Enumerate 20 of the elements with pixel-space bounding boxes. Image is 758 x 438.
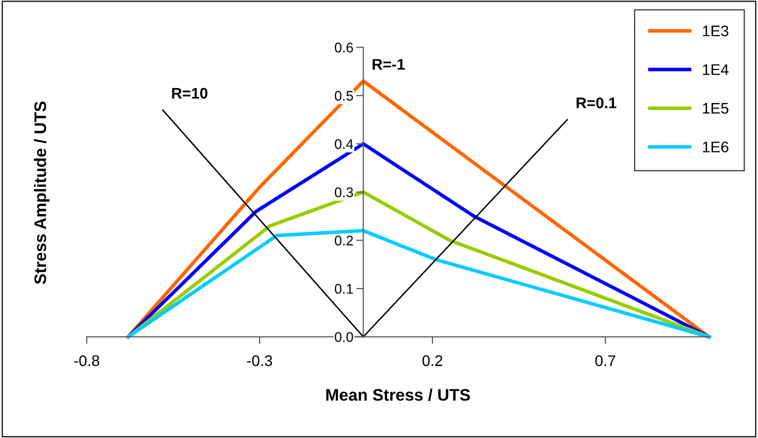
annotation: R=10 [172,88,208,99]
y-axis-title: Stress Amplitude / UTS [34,102,50,284]
y-tick-label: 0.6 [334,42,353,52]
annotation: R=-1 [372,59,405,70]
legend-label: 1E3 [703,26,728,36]
y-tick-label: 0.0 [334,332,354,342]
x-tick-label: -0.3 [247,355,272,366]
annotation: R=0.1 [576,98,616,108]
y-tick-label: 0.4 [334,139,354,149]
legend-label: 1E5 [703,103,728,114]
x-tick-label: 0.2 [422,355,442,366]
y-tick-label: 0.1 [334,284,353,294]
legend-label: 1E6 [703,142,728,152]
y-tick-label: 0.3 [334,187,353,198]
y-tick-label: 0.5 [334,90,353,101]
x-tick-label: -0.8 [74,355,100,366]
legend-label: 1E4 [703,64,729,75]
y-tick-label: 0.2 [334,236,353,246]
x-axis-title: Mean Stress / UTS [326,388,470,401]
x-tick-label: 0.7 [595,355,616,366]
